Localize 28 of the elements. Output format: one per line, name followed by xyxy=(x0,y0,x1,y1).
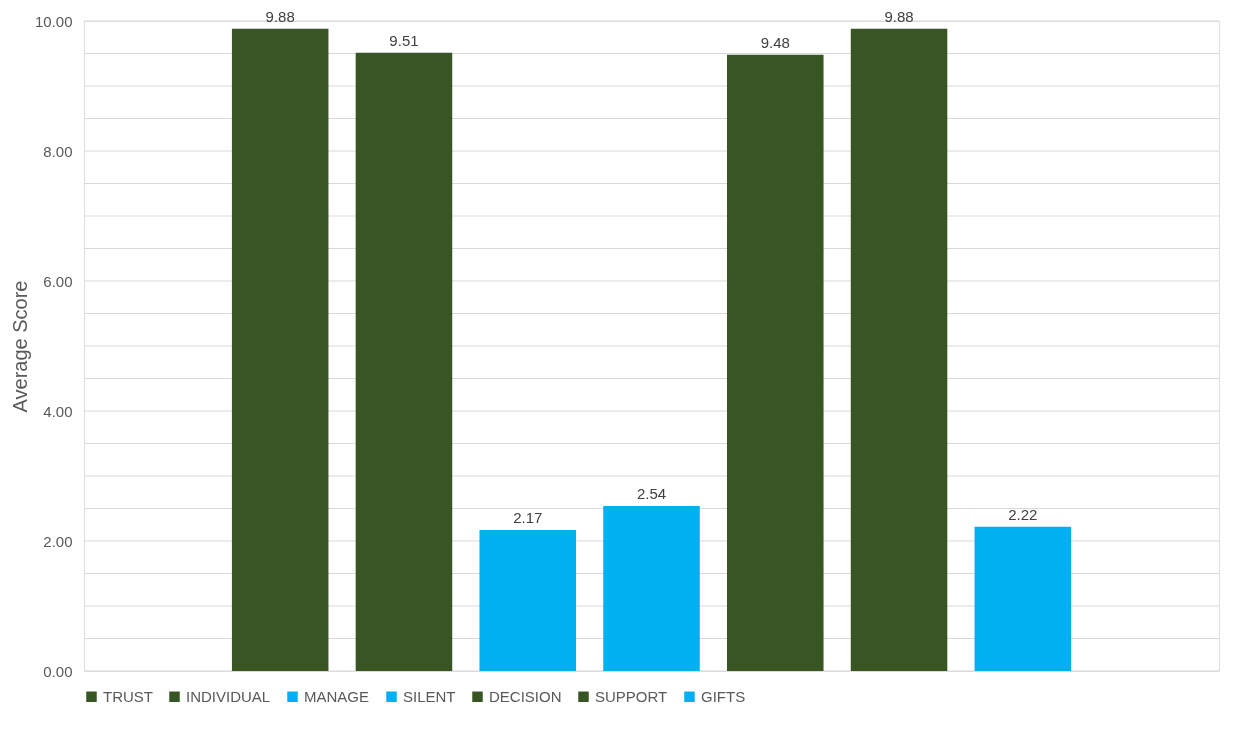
legend-label: GIFTS xyxy=(701,687,746,705)
bar xyxy=(850,28,948,671)
bar xyxy=(231,28,329,671)
y-axis-title: Average Score xyxy=(8,280,31,413)
y-tick-label: 2.00 xyxy=(43,532,73,550)
bar xyxy=(727,54,824,671)
legend-label: SILENT xyxy=(403,687,456,705)
y-tick-label: 6.00 xyxy=(43,272,73,290)
bar xyxy=(479,529,576,671)
data-label: 9.88 xyxy=(265,7,295,25)
y-tick-label: 10.00 xyxy=(34,12,73,30)
data-label: 2.17 xyxy=(513,508,543,526)
y-tick-label: 4.00 xyxy=(43,402,73,420)
data-label: 2.54 xyxy=(636,484,667,502)
legend-label: TRUST xyxy=(103,687,153,705)
y-tick-label: 8.00 xyxy=(43,142,73,160)
data-label: 9.88 xyxy=(884,7,914,25)
legend-label: MANAGE xyxy=(304,687,370,705)
data-label: 9.51 xyxy=(389,31,419,49)
bar xyxy=(603,505,700,671)
legend-label: DECISION xyxy=(489,687,562,705)
bar xyxy=(355,52,453,671)
data-label: 2.22 xyxy=(1008,505,1038,523)
bar xyxy=(974,526,1072,671)
legend-label: SUPPORT xyxy=(595,687,668,705)
legend-label: INDIVIDUAL xyxy=(186,687,271,705)
data-label: 9.48 xyxy=(760,33,790,51)
y-tick-label: 0.00 xyxy=(43,662,73,680)
